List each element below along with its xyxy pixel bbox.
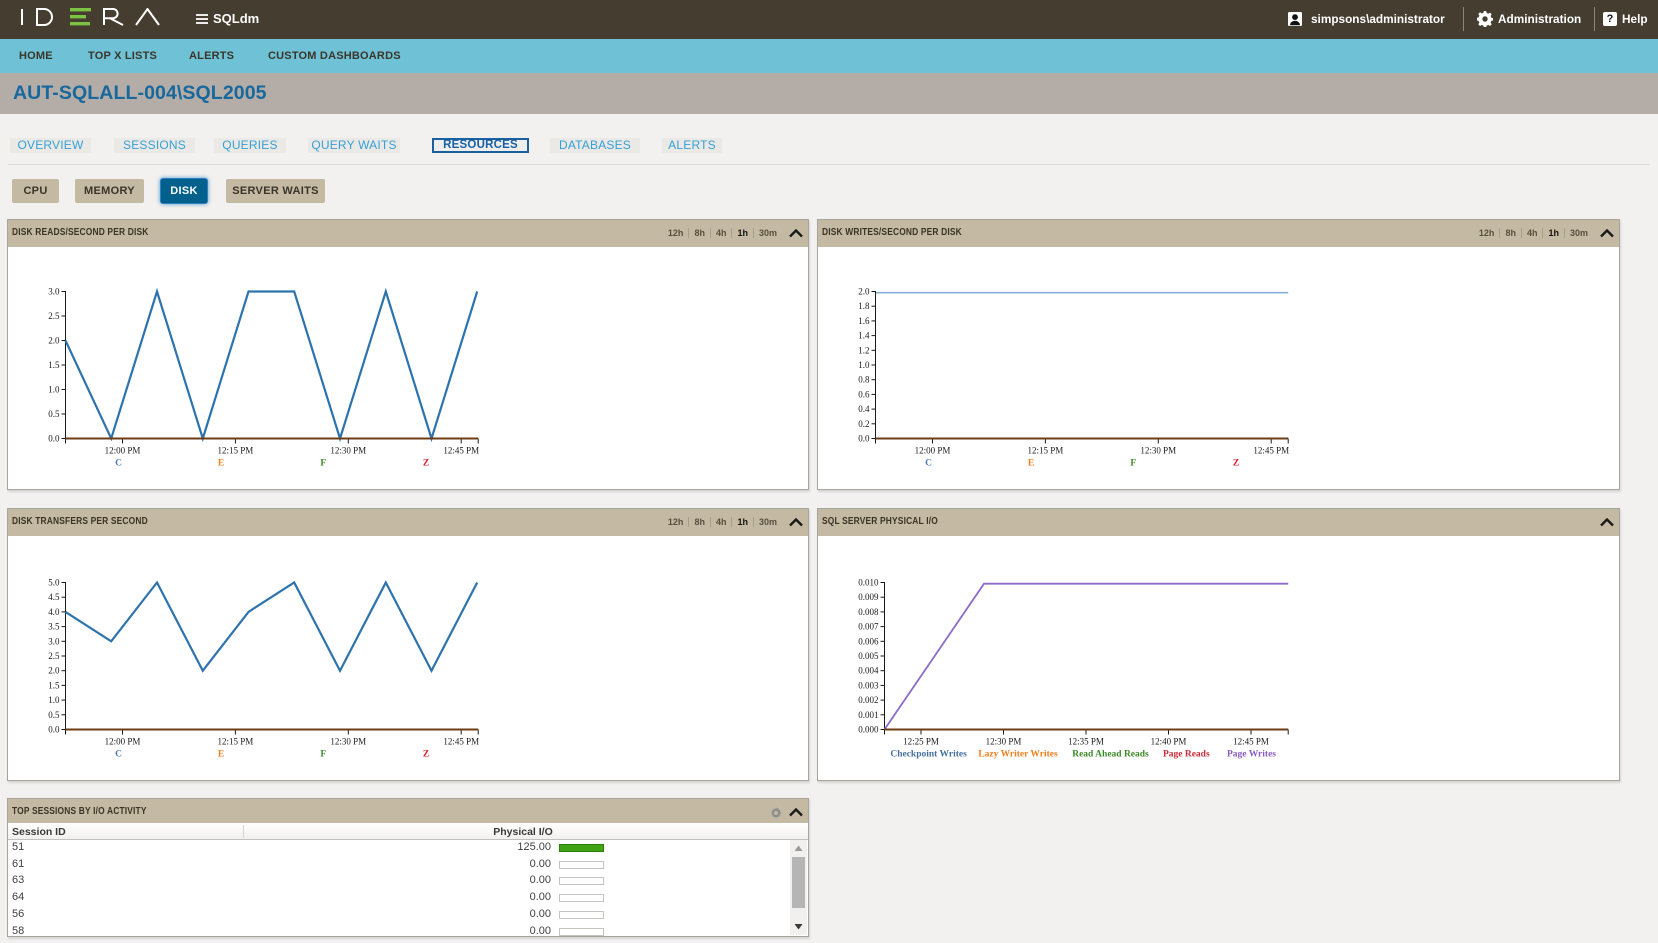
svg-text:1.6: 1.6 [858,316,870,326]
svg-text:2.0: 2.0 [48,336,60,346]
svg-text:12:00 PM: 12:00 PM [105,737,141,747]
svg-text:Checkpoint Writes: Checkpoint Writes [890,750,967,760]
svg-text:0.5: 0.5 [48,710,60,720]
svg-text:0.007: 0.007 [858,622,879,632]
svg-text:12:00 PM: 12:00 PM [105,446,141,456]
svg-text:4.5: 4.5 [48,592,60,602]
svg-text:3.5: 3.5 [48,622,60,632]
svg-text:0.008: 0.008 [858,607,879,617]
svg-text:5.0: 5.0 [48,578,60,588]
svg-text:12:25 PM: 12:25 PM [903,737,939,747]
svg-text:12:40 PM: 12:40 PM [1151,737,1187,747]
svg-text:0.001: 0.001 [858,710,878,720]
svg-text:Lazy Writer Writes: Lazy Writer Writes [978,750,1058,760]
svg-text:C: C [115,750,122,760]
svg-text:0.4: 0.4 [858,404,870,414]
svg-text:12:45 PM: 12:45 PM [443,446,479,456]
svg-text:3.0: 3.0 [48,636,60,646]
svg-text:0.004: 0.004 [858,666,879,676]
svg-text:0.002: 0.002 [858,695,878,705]
svg-text:2.5: 2.5 [48,311,60,321]
svg-text:0.006: 0.006 [858,636,879,646]
svg-text:0.000: 0.000 [858,725,879,735]
svg-text:1.0: 1.0 [48,695,60,705]
svg-text:0.5: 0.5 [48,409,60,419]
svg-text:12:45 PM: 12:45 PM [1253,446,1289,456]
svg-text:1.0: 1.0 [858,360,870,370]
svg-text:Z: Z [423,750,429,760]
svg-text:E: E [218,459,224,469]
svg-text:12:15 PM: 12:15 PM [1028,446,1064,456]
svg-text:12:45 PM: 12:45 PM [443,737,479,747]
svg-text:0.0: 0.0 [858,434,870,444]
svg-text:12:30 PM: 12:30 PM [330,446,366,456]
svg-text:E: E [218,750,224,760]
svg-text:Page Writes: Page Writes [1227,750,1276,760]
svg-text:12:30 PM: 12:30 PM [330,737,366,747]
svg-text:12:35 PM: 12:35 PM [1068,737,1104,747]
svg-text:0.010: 0.010 [858,578,879,588]
svg-text:4.0: 4.0 [48,607,60,617]
svg-text:0.0: 0.0 [48,725,60,735]
svg-text:Z: Z [1233,459,1239,469]
svg-text:0.009: 0.009 [858,592,879,602]
svg-text:0.0: 0.0 [48,434,60,444]
svg-text:12:30 PM: 12:30 PM [1140,446,1176,456]
svg-text:0.2: 0.2 [858,419,869,429]
svg-text:F: F [1130,459,1136,469]
svg-text:Read Ahead Reads: Read Ahead Reads [1072,750,1149,760]
svg-text:1.8: 1.8 [858,301,870,311]
svg-text:2.0: 2.0 [48,666,60,676]
svg-text:1.5: 1.5 [48,360,60,370]
svg-text:Z: Z [423,459,429,469]
svg-text:2.5: 2.5 [48,651,60,661]
svg-text:1.5: 1.5 [48,680,60,690]
svg-text:12:15 PM: 12:15 PM [218,446,254,456]
svg-text:0.8: 0.8 [858,375,870,385]
svg-text:12:00 PM: 12:00 PM [915,446,951,456]
svg-text:F: F [320,459,326,469]
svg-text:0.6: 0.6 [858,389,870,399]
svg-text:3.0: 3.0 [48,287,60,297]
svg-text:0.003: 0.003 [858,680,879,690]
svg-text:E: E [1028,459,1034,469]
svg-text:12:30 PM: 12:30 PM [986,737,1022,747]
svg-text:2.0: 2.0 [858,287,870,297]
svg-text:Page Reads: Page Reads [1163,750,1210,760]
svg-text:C: C [925,459,932,469]
svg-text:0.005: 0.005 [858,651,879,661]
svg-text:1.0: 1.0 [48,385,60,395]
svg-text:1.4: 1.4 [858,331,870,341]
svg-text:12:15 PM: 12:15 PM [218,737,254,747]
svg-text:F: F [320,750,326,760]
svg-text:1.2: 1.2 [858,345,869,355]
svg-text:12:45 PM: 12:45 PM [1233,737,1269,747]
svg-text:C: C [115,459,122,469]
